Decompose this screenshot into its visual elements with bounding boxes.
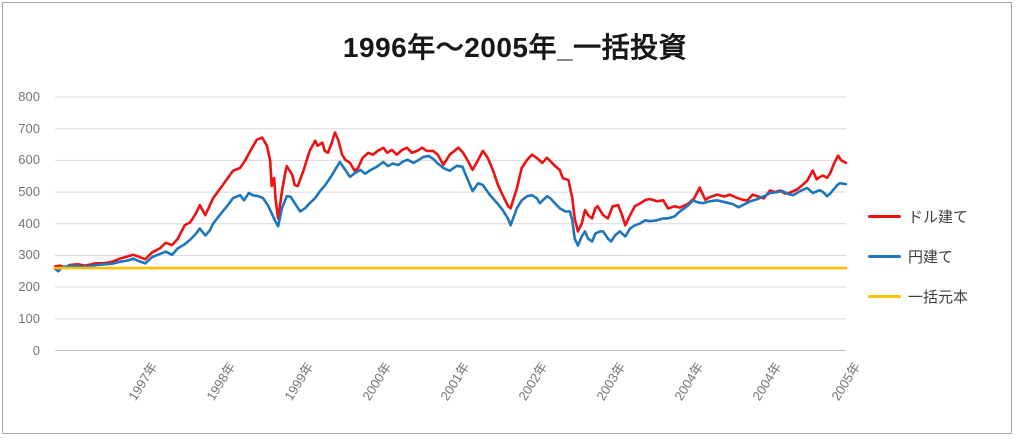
y-tick-label: 500 xyxy=(18,184,40,200)
legend-item-principal: 一括元本 xyxy=(868,286,968,306)
y-tick-label: 100 xyxy=(18,310,40,326)
legend-item-yen: 円建て xyxy=(868,246,968,266)
y-tick-label: 600 xyxy=(18,152,40,168)
y-tick-label: 700 xyxy=(18,120,40,136)
y-tick-label: 400 xyxy=(18,215,40,231)
chart-title: 1996年〜2005年_一括投資 xyxy=(342,32,688,63)
legend-label-yen: 円建て xyxy=(908,248,954,266)
legend-swatch-yen xyxy=(868,254,901,258)
y-tick-label: 800 xyxy=(18,89,40,104)
series-line-dollar xyxy=(53,131,848,269)
series-line-yen xyxy=(53,154,848,273)
legend-label-principal: 一括元本 xyxy=(908,288,969,306)
legend-label-dollar: ドル建て xyxy=(908,208,969,226)
legend-item-dollar: ドル建て xyxy=(868,206,968,226)
y-tick-label: 300 xyxy=(18,247,40,263)
legend-swatch-dollar xyxy=(868,214,901,218)
y-tick-label: 200 xyxy=(18,279,40,295)
y-tick-label: 0 xyxy=(32,342,40,358)
legend-swatch-principal xyxy=(868,294,901,298)
legend: ドル建て円建て一括元本 xyxy=(868,206,968,326)
